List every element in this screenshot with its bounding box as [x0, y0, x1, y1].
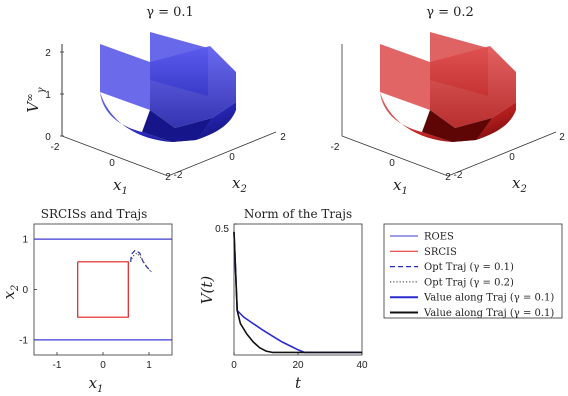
x-axis-label-2: x1: [393, 176, 408, 197]
surface-bottom-face: [422, 110, 492, 142]
axes-3d-frame-2: [341, 44, 557, 177]
plot-title: SRCISs and Trajs: [41, 207, 148, 221]
surface-title-2: γ = 0.2: [426, 5, 474, 20]
plot-srcis: SRCISs and Trajs -1 0 1 -1 0 1 x1 x2: [0, 207, 173, 395]
y-tick-label: -2: [454, 170, 463, 181]
x-tick-label: 0: [231, 360, 237, 371]
x-tick-label: 2: [445, 172, 451, 183]
legend: ROES SRCIS Opt Traj (γ = 0.1) Opt Traj (γ =…: [383, 223, 563, 319]
tick-labels: -1 0 1 -1 0 1: [19, 235, 152, 371]
z-tick-label: 2: [45, 48, 51, 59]
series-group: [233, 231, 362, 354]
plot-area: [33, 223, 173, 356]
surface-mesh-2: [380, 32, 516, 142]
surface-plot-gamma-0.2: γ = 0.2 -2 0 2 x1 2 0 -2 x2: [331, 5, 566, 197]
legend-item: Opt Traj (γ = 0.2): [390, 277, 514, 288]
axis-label-x: x1: [89, 374, 104, 395]
legend-item: Value along Traj (γ = 0.1): [390, 308, 554, 319]
plot-norm: Norm of the Trajs 0 20 40 0.5 t V(t): [198, 207, 368, 392]
legend-label: Opt Traj (γ = 0.2): [424, 277, 514, 288]
series-line-opt-traj-0-1-: [130, 249, 152, 273]
x-ticks-2: -2 0 2: [331, 142, 452, 183]
series-group: [34, 238, 172, 341]
series-line-opt-traj-0-2-: [130, 252, 152, 273]
surface-front-wall: [150, 46, 236, 128]
legend-item: Value along Traj (γ = 0.1): [390, 293, 554, 304]
z-ticks-1: 2 1 0: [45, 48, 64, 143]
axis-label-y: x2: [0, 285, 21, 300]
z-tick-label: 1: [45, 90, 51, 101]
y-axis-label-1: x2: [232, 174, 247, 195]
x-ticks-1: -2 0 2: [51, 142, 172, 183]
legend-item: SRCIS: [390, 247, 457, 258]
legend-label: ROES: [424, 232, 454, 243]
y-tick-label: -1: [19, 335, 28, 346]
surface-mesh-1: [100, 32, 236, 142]
y-ticks-1: 2 0 -2: [174, 132, 287, 181]
x-tick-label: 20: [292, 360, 304, 371]
legend-label: Opt Traj (γ = 0.1): [424, 262, 514, 273]
x-tick-label: 0: [100, 360, 106, 371]
y-tick-label: 0: [22, 285, 28, 296]
plot-area: [233, 223, 363, 356]
x-tick-label: -2: [51, 142, 60, 153]
surface-left-wall: [100, 44, 150, 110]
legend-label: Value along Traj (γ = 0.1): [423, 293, 554, 304]
y-tick-label: -2: [174, 170, 183, 181]
series-line-srcis: [77, 261, 129, 318]
x-tick-label: 2: [165, 172, 171, 183]
x-tick-label: -2: [331, 142, 340, 153]
legend-item: ROES: [390, 232, 454, 243]
series-line-value-2: [233, 231, 362, 354]
y-tick-label: 0: [229, 152, 235, 163]
z-axis-label-1: V∞γ: [24, 87, 47, 112]
y-ticks-2: 2 0 -2: [454, 132, 566, 181]
y-axis-label-2: x2: [512, 174, 527, 195]
plot-title: Norm of the Trajs: [244, 207, 352, 221]
x-tick-label: -1: [53, 360, 62, 371]
legend-label: SRCIS: [424, 247, 457, 258]
y-tick-label: 0.5: [215, 224, 229, 235]
surface-title-1: γ = 0.1: [146, 5, 194, 20]
y-tick-label: 2: [559, 132, 565, 143]
y-tick-label: 2: [280, 132, 286, 143]
surface-left-wall: [380, 44, 430, 110]
y-tick-label: 1: [22, 235, 28, 246]
axis-label-x: t: [295, 374, 302, 392]
tick-labels: 0 20 40 0.5: [215, 223, 368, 371]
y-tick-label: 0: [509, 152, 515, 163]
series-line-value-1: [233, 231, 362, 354]
legend-box: [383, 223, 563, 319]
surface-plot-gamma-0.1: γ = 0.1 2 1 0 V∞γ -2 0 2 x1 2 0 -2 x2: [24, 5, 286, 197]
surface-front-wall: [430, 46, 516, 128]
z-tick-label: 0: [45, 132, 51, 143]
x-axis-label-1: x1: [113, 176, 128, 197]
surface-bottom-face: [142, 110, 212, 142]
x-tick-label: 0: [389, 158, 395, 169]
x-tick-label: 40: [356, 360, 368, 371]
legend-label: Value along Traj (γ = 0.1): [423, 308, 554, 319]
x-tick-label: 1: [146, 360, 152, 371]
axis-label-y: V(t): [198, 276, 216, 305]
legend-item: Opt Traj (γ = 0.1): [390, 262, 514, 273]
axes-3d-frame-1: [61, 44, 277, 177]
x-tick-label: 0: [109, 158, 115, 169]
